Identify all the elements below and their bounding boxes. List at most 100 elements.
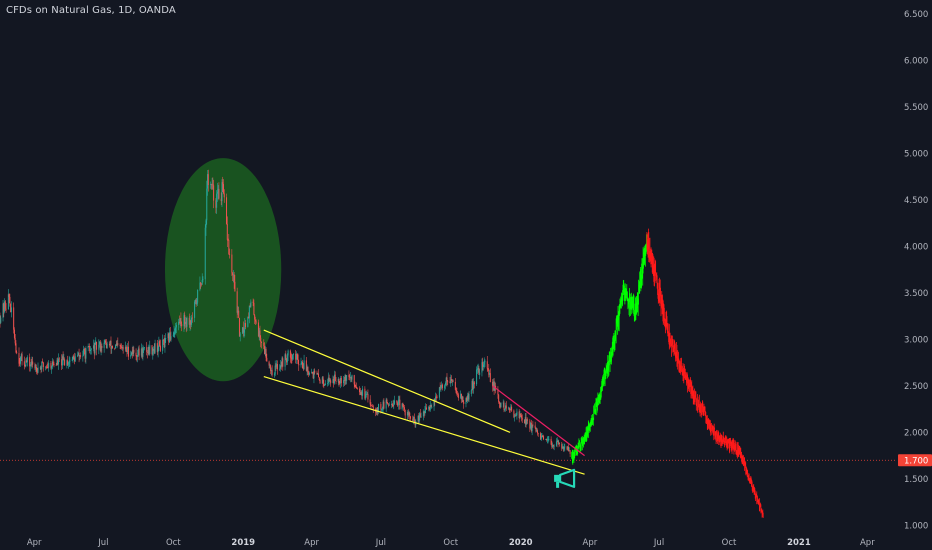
candle-body [569, 450, 571, 454]
candle-body [295, 353, 297, 360]
candle-body [156, 343, 158, 353]
candle-body [253, 302, 255, 315]
candle-body [434, 398, 436, 402]
candle-body [338, 378, 340, 384]
candle-body [254, 319, 256, 322]
candle-body [146, 347, 148, 352]
candle-body [335, 380, 337, 382]
candle-body [412, 418, 414, 421]
candle-body [508, 407, 510, 409]
candle-body [515, 415, 517, 417]
candle-body [327, 383, 329, 384]
candle-body [50, 362, 52, 369]
candle-body [248, 305, 250, 319]
candle-body [438, 387, 440, 398]
candle-body [548, 438, 550, 440]
candle-body [316, 372, 318, 375]
candle-body [0, 317, 2, 323]
candle-body [149, 345, 151, 354]
candle-body [319, 380, 321, 384]
candle-body [340, 378, 342, 384]
candle-body [436, 397, 438, 399]
candle-body [276, 364, 278, 367]
candle-body [242, 327, 244, 333]
candle-body [207, 174, 209, 186]
candle-body [4, 301, 6, 309]
candle-body [45, 366, 47, 368]
candle-body [259, 330, 261, 338]
candle-body [121, 346, 123, 348]
chart-title: CFDs on Natural Gas, 1D, OANDA [6, 5, 176, 16]
candle-body [162, 339, 164, 351]
candle-body [117, 343, 119, 345]
candle-body [503, 402, 505, 410]
candle-body [109, 340, 111, 346]
candle-body [505, 405, 507, 409]
candle-body [227, 239, 229, 241]
candle-body [525, 417, 527, 425]
candle-body [307, 366, 309, 373]
candle-body [324, 385, 326, 386]
candle-body [417, 416, 419, 422]
candle-body [484, 361, 486, 363]
candle-body [233, 274, 235, 282]
candle-body [217, 188, 219, 193]
candle-body [328, 377, 330, 382]
candle-body [547, 439, 549, 441]
candle-body [218, 188, 220, 199]
candle-body [37, 367, 39, 373]
candle-body [127, 346, 129, 352]
candle-body [180, 318, 182, 325]
candle-body [255, 321, 257, 323]
candle-body [476, 369, 478, 370]
candle-body [66, 360, 68, 366]
candle-body [221, 182, 223, 202]
candle-body [26, 360, 28, 363]
candle-body [449, 381, 451, 383]
candle-body [122, 347, 124, 350]
candle-body [424, 410, 426, 414]
candle-body [301, 361, 303, 364]
candle-body [273, 374, 275, 376]
megaphone-icon[interactable] [554, 468, 576, 488]
candle-body [353, 375, 355, 385]
candle-body [23, 361, 25, 365]
candle-body [99, 341, 101, 345]
candle-body [220, 198, 222, 202]
candle-body [212, 184, 214, 186]
candle-body [84, 350, 86, 359]
candle-body [152, 350, 154, 355]
candle-body [178, 321, 180, 325]
candle-body [31, 361, 33, 365]
candle-body [142, 349, 144, 357]
candle-body [441, 384, 443, 386]
candle-body [351, 375, 353, 380]
candle-body [0, 316, 1, 323]
candle-body [14, 337, 16, 344]
candle-body [58, 358, 60, 360]
candle-body [511, 406, 513, 411]
candle-body [409, 412, 411, 417]
candle-body [546, 439, 548, 441]
channel-lower-line[interactable] [263, 376, 585, 475]
trendline[interactable] [492, 385, 585, 457]
candle-body [367, 393, 369, 400]
channel-upper-line[interactable] [263, 329, 511, 433]
candle-body [190, 320, 192, 325]
candle-body [71, 359, 73, 361]
x-tick-label: 2020 [509, 538, 533, 548]
candle-body [183, 315, 185, 327]
candle-body [534, 425, 536, 428]
candle-body [488, 369, 490, 375]
candle-body [41, 361, 43, 370]
candle-body [370, 404, 372, 406]
candle-body [173, 332, 175, 335]
candle-body [481, 362, 483, 373]
candle-body [355, 386, 357, 388]
candle-body [461, 396, 463, 400]
candle-body [87, 346, 89, 349]
candle-body [409, 416, 411, 419]
candle-body [441, 384, 443, 389]
candle-body [215, 200, 217, 208]
